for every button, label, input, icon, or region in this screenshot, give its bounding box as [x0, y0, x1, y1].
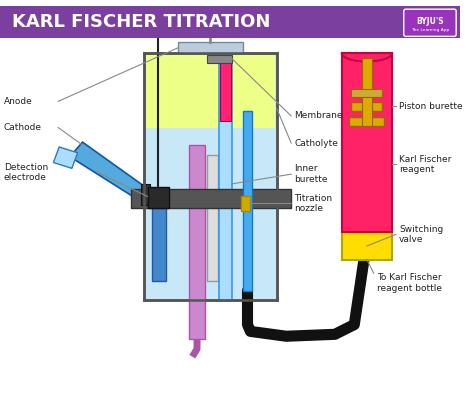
Bar [243, 111, 252, 291]
Bar [349, 117, 384, 126]
Bar [178, 42, 243, 53]
Text: Anode: Anode [4, 97, 33, 106]
Bar [147, 187, 169, 208]
Bar [362, 58, 372, 126]
Polygon shape [144, 53, 277, 300]
Bar [220, 60, 231, 121]
Bar [241, 195, 250, 211]
Text: Catholyte: Catholyte [294, 139, 338, 147]
Bar [219, 58, 232, 300]
Bar [351, 89, 383, 96]
Text: Anolyte: Anolyte [172, 6, 207, 16]
Text: To Karl Fischer
reagent bottle: To Karl Fischer reagent bottle [377, 273, 442, 293]
Bar [342, 53, 392, 233]
Bar [207, 155, 219, 281]
Bar [131, 189, 291, 208]
Bar [0, 6, 460, 38]
Text: Titration
nozzle: Titration nozzle [294, 193, 332, 213]
Text: The Learning App: The Learning App [411, 27, 449, 31]
Text: Switching
valve: Switching valve [399, 224, 443, 244]
FancyBboxPatch shape [404, 9, 456, 36]
Bar [351, 102, 383, 111]
Polygon shape [141, 184, 150, 205]
Text: Piston burette: Piston burette [399, 102, 463, 111]
Text: Detection
electrode: Detection electrode [4, 162, 48, 182]
Polygon shape [54, 147, 78, 168]
Text: Membrane: Membrane [294, 111, 343, 120]
Bar [189, 145, 205, 339]
Text: KARL FISCHER TITRATION: KARL FISCHER TITRATION [12, 13, 270, 31]
Text: Cathode: Cathode [4, 123, 42, 132]
Bar [207, 55, 232, 62]
Text: BYJU'S: BYJU'S [416, 17, 444, 26]
Text: Karl Fischer
reagent: Karl Fischer reagent [399, 155, 451, 174]
Text: Inner
burette: Inner burette [294, 164, 328, 184]
Polygon shape [70, 142, 144, 203]
Bar [342, 233, 392, 260]
Polygon shape [146, 55, 275, 128]
Bar [152, 203, 166, 281]
